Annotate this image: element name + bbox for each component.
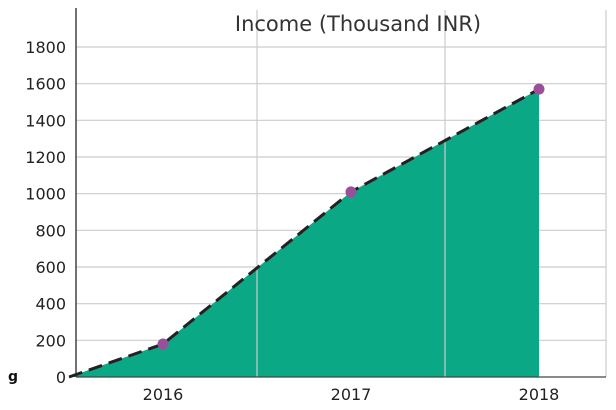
line-layer bbox=[68, 87, 540, 379]
data-point-marker bbox=[533, 83, 545, 95]
y-tick-label: 1000 bbox=[25, 185, 66, 204]
data-point-marker bbox=[345, 186, 357, 198]
y-tick-label: 1200 bbox=[25, 148, 66, 167]
y-tick-label: 1600 bbox=[25, 75, 66, 94]
y-tick-label: 200 bbox=[35, 331, 66, 350]
chart-title: Income (Thousand INR) bbox=[235, 12, 481, 36]
y-tick-label: 800 bbox=[35, 221, 66, 240]
y-tick-label: 600 bbox=[35, 258, 66, 277]
y-tick-label: 1800 bbox=[25, 38, 66, 57]
data-point-marker bbox=[157, 338, 169, 350]
series-line bbox=[68, 87, 540, 379]
y-tick-label: 0 bbox=[56, 368, 66, 387]
x-tick-label: 2017 bbox=[331, 385, 372, 404]
x-tick-label: 2016 bbox=[143, 385, 184, 404]
y-tick-label: 1400 bbox=[25, 111, 66, 130]
x-tick-labels: 2016 2017 2018 bbox=[143, 385, 560, 404]
x-tick-label: 2018 bbox=[519, 385, 560, 404]
y-tick-label: 400 bbox=[35, 295, 66, 314]
area-fill bbox=[69, 89, 539, 378]
vertical-grid-lines bbox=[256, 10, 607, 377]
grid-lines bbox=[76, 46, 606, 341]
area-layer bbox=[69, 89, 539, 378]
stray-text: g bbox=[8, 369, 18, 385]
markers bbox=[157, 83, 545, 350]
y-tick-labels: 0 200 400 600 800 1000 1200 1400 1600 1800 bbox=[25, 38, 66, 387]
axes bbox=[75, 8, 606, 378]
